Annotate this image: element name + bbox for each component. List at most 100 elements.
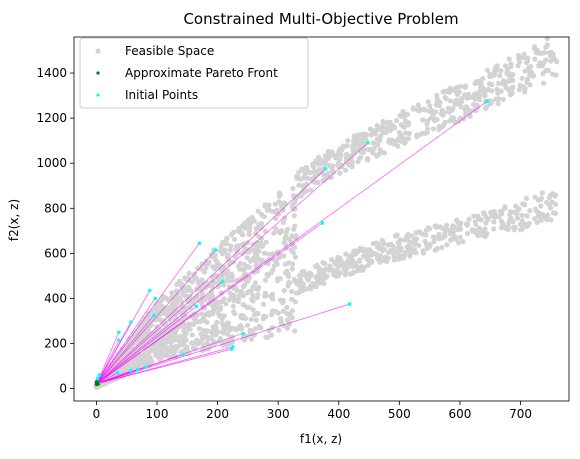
feasible-point — [406, 120, 411, 125]
feasible-point — [443, 120, 448, 125]
feasible-point — [381, 119, 386, 124]
feasible-point — [285, 311, 290, 316]
feasible-point — [237, 267, 242, 272]
feasible-point — [346, 258, 351, 263]
feasible-point — [298, 287, 303, 292]
feasible-point — [536, 213, 541, 218]
feasible-point — [305, 274, 310, 279]
feasible-point — [363, 250, 368, 255]
feasible-point — [327, 266, 332, 271]
feasible-point — [261, 302, 266, 307]
feasible-point — [374, 240, 379, 245]
feasible-point — [552, 193, 557, 198]
y-tick-label: 1400 — [36, 66, 67, 80]
initial-point — [214, 248, 218, 252]
y-tick-label: 800 — [44, 201, 67, 215]
feasible-point — [185, 288, 190, 293]
feasible-point — [206, 294, 211, 299]
feasible-point — [465, 223, 470, 228]
feasible-point — [245, 240, 250, 245]
feasible-point — [138, 357, 143, 362]
feasible-point — [241, 293, 246, 298]
feasible-point — [396, 137, 401, 142]
feasible-point — [292, 328, 297, 333]
y-tick-label: 0 — [59, 382, 67, 396]
feasible-point — [275, 262, 280, 267]
feasible-point — [528, 64, 533, 69]
feasible-point — [304, 165, 309, 170]
feasible-point — [234, 288, 239, 293]
x-tick-label: 600 — [448, 407, 471, 421]
feasible-point — [453, 98, 458, 103]
feasible-point — [320, 260, 325, 265]
feasible-point — [349, 160, 354, 165]
feasible-point — [337, 171, 342, 176]
feasible-point — [142, 351, 147, 356]
feasible-point — [543, 57, 548, 62]
feasible-point — [425, 118, 430, 123]
feasible-point — [320, 277, 325, 282]
feasible-point — [319, 169, 324, 174]
feasible-point — [215, 300, 220, 305]
feasible-point — [300, 183, 305, 188]
feasible-point — [133, 363, 138, 368]
feasible-point — [289, 248, 294, 253]
feasible-point — [499, 219, 504, 224]
feasible-point — [384, 259, 389, 264]
feasible-point — [541, 81, 546, 86]
feasible-point — [443, 96, 448, 101]
feasible-point — [444, 242, 449, 247]
feasible-point — [412, 242, 417, 247]
feasible-point — [263, 229, 268, 234]
feasible-point — [400, 124, 405, 129]
feasible-point — [444, 89, 449, 94]
feasible-point — [429, 108, 434, 113]
feasible-point — [435, 224, 440, 229]
feasible-point — [226, 253, 231, 258]
feasible-point — [273, 210, 278, 215]
y-tick-label: 400 — [44, 291, 67, 305]
feasible-point — [271, 231, 276, 236]
feasible-point — [253, 326, 258, 331]
x-tick-label: 0 — [93, 407, 101, 421]
feasible-point — [521, 52, 526, 57]
feasible-point — [446, 106, 451, 111]
feasible-point — [279, 203, 284, 208]
initial-point — [117, 338, 121, 342]
feasible-point — [346, 264, 351, 269]
feasible-point — [331, 170, 336, 175]
feasible-point — [308, 187, 313, 192]
feasible-point — [229, 232, 234, 237]
feasible-point — [470, 229, 475, 234]
feasible-point — [201, 328, 206, 333]
feasible-point — [273, 216, 278, 221]
initial-point — [129, 320, 133, 324]
initial-point — [485, 99, 489, 103]
feasible-point — [435, 246, 440, 251]
feasible-point — [207, 312, 212, 317]
legend-label-feasible: Feasible Space — [125, 44, 214, 58]
feasible-point — [226, 324, 231, 329]
feasible-point — [435, 97, 440, 102]
feasible-point — [203, 266, 208, 271]
initial-point — [181, 353, 185, 357]
feasible-point — [545, 42, 550, 47]
y-tick-label: 600 — [44, 246, 67, 260]
legend-marker-initial — [96, 93, 99, 96]
feasible-point — [294, 291, 299, 296]
feasible-point — [351, 262, 356, 267]
feasible-point — [491, 226, 496, 231]
feasible-point — [423, 131, 428, 136]
feasible-point — [186, 321, 191, 326]
feasible-point — [473, 81, 478, 86]
feasible-point — [278, 276, 283, 281]
feasible-point — [407, 240, 412, 245]
feasible-point — [156, 350, 161, 355]
feasible-point — [282, 288, 287, 293]
feasible-point — [395, 144, 400, 149]
feasible-point — [251, 256, 256, 261]
feasible-point — [240, 251, 245, 256]
feasible-point — [554, 59, 559, 64]
feasible-point — [553, 202, 558, 207]
